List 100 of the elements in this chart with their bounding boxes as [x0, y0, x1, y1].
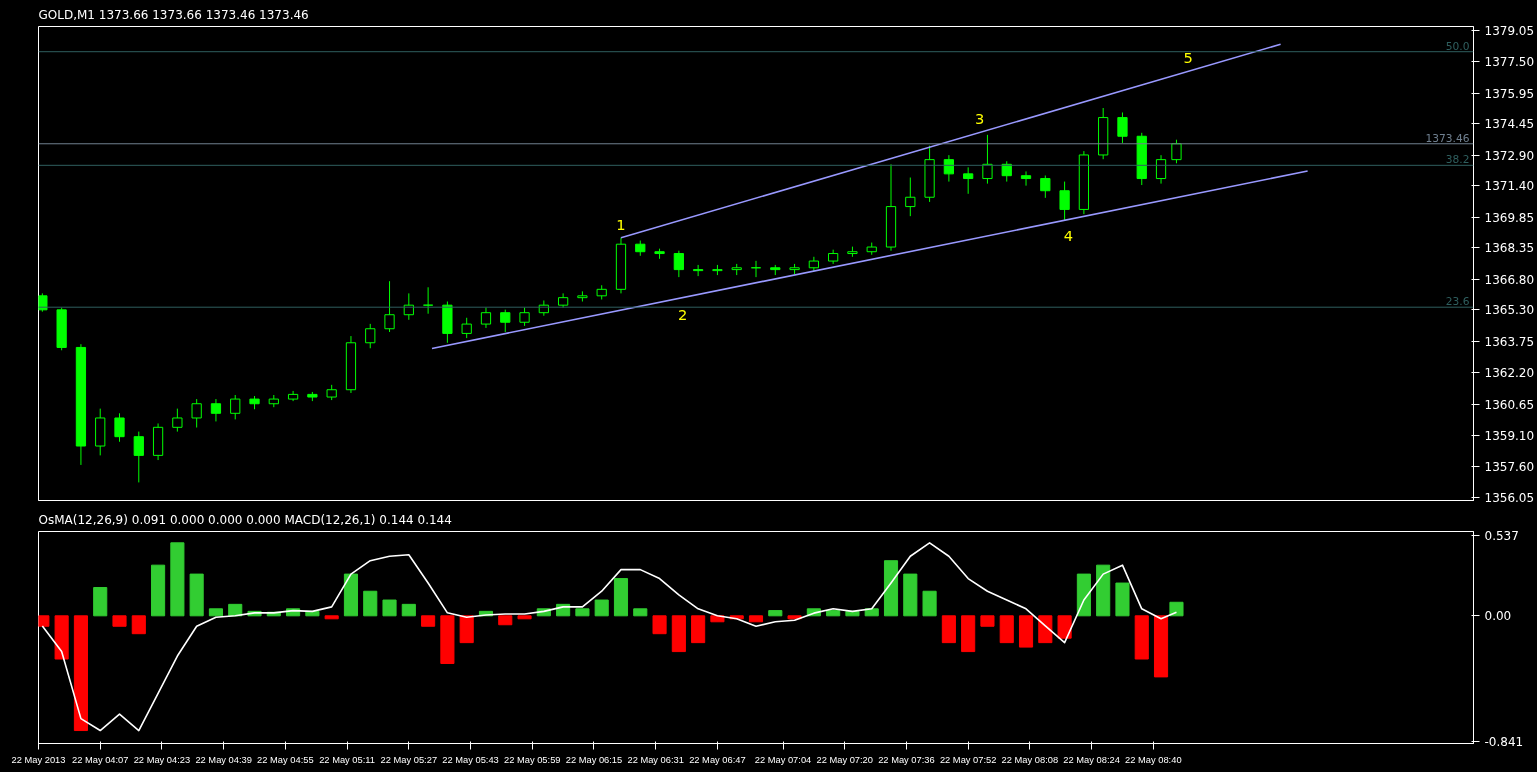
bar [594, 599, 609, 617]
bar [208, 608, 223, 617]
annotation: 2 [678, 305, 688, 323]
bar [401, 603, 416, 617]
candlestick [750, 260, 762, 278]
bar [652, 615, 667, 635]
candlestick [905, 177, 916, 217]
bar [498, 615, 513, 626]
y-tick-label: 1368.35 [1484, 241, 1535, 256]
candlestick [943, 154, 955, 183]
candlestick [519, 307, 530, 327]
line-series [41, 542, 1178, 732]
annotation: 3 [975, 110, 985, 128]
candlestick [1155, 154, 1167, 185]
y-tick-label: 1360.65 [1484, 397, 1535, 412]
bar [54, 615, 69, 660]
bar [363, 590, 378, 617]
y-tick-label: 1366.80 [1484, 272, 1535, 287]
y-tick-label: 1369.85 [1484, 210, 1535, 225]
candlestick [365, 323, 376, 349]
candlestick [500, 309, 511, 333]
candlestick [114, 412, 125, 443]
bar [170, 542, 185, 617]
candlestick [1040, 174, 1051, 199]
bar [922, 590, 937, 617]
y-tick-label: 1356.05 [1484, 491, 1535, 506]
bar [748, 615, 764, 623]
bar [941, 615, 956, 644]
candlestick [172, 408, 183, 433]
bar [883, 560, 899, 617]
bar [575, 608, 590, 617]
bar [1115, 582, 1130, 617]
y-tick-label: 1365.30 [1484, 303, 1535, 318]
bar [691, 615, 706, 644]
candlestick [693, 264, 704, 277]
bar [131, 615, 146, 635]
bar [440, 615, 455, 664]
annotation: 23.6 [1445, 295, 1470, 309]
candlestick [210, 398, 222, 422]
bar [324, 615, 339, 620]
candlestick [982, 134, 993, 185]
bar [980, 615, 995, 627]
y-tick-label: 1362.20 [1484, 366, 1535, 381]
candlestick [38, 292, 48, 313]
x-tick-label: 22 May 06:15 [565, 754, 623, 765]
bar [1134, 615, 1149, 660]
y-tick-label: -0.841 [1484, 734, 1524, 749]
candlestick [384, 280, 395, 333]
bar [151, 564, 166, 617]
x-tick-label: 22 May 04:23 [133, 754, 191, 765]
x-tick-label: 22 May 07:52 [939, 754, 997, 765]
annotation: 50.0 [1445, 39, 1470, 53]
candlestick [1020, 170, 1032, 187]
x-tick-label: 22 May 06:31 [627, 754, 684, 765]
annotation: 1 [616, 215, 626, 233]
bar [1153, 615, 1169, 678]
x-tick-label: 22 May 08:24 [1063, 754, 1120, 765]
candlestick [480, 307, 492, 329]
x-tick-label: 22 May 04:07 [71, 754, 129, 765]
bar [1038, 615, 1053, 644]
x-tick-label: 22 May 05:27 [380, 754, 438, 765]
bar [73, 615, 88, 732]
y-tick-label: 1379.05 [1484, 23, 1535, 38]
bar [1169, 601, 1184, 617]
bar [961, 615, 976, 653]
x-tick-label: 22 May 08:08 [1001, 754, 1059, 765]
bar [826, 610, 841, 617]
candlestick [230, 394, 241, 420]
candlestick [673, 250, 684, 278]
ref-line-label: 1373.46 [1425, 131, 1470, 145]
bar [999, 615, 1014, 644]
bar [903, 573, 918, 617]
bar [189, 573, 204, 617]
bar [633, 608, 648, 617]
annotation: 4 [1063, 227, 1074, 245]
y-tick-label: 0.537 [1484, 529, 1519, 544]
y-tick-label: 0.00 [1484, 609, 1512, 624]
candlestick [1059, 181, 1070, 222]
bar [613, 578, 629, 617]
candlestick [1171, 139, 1182, 164]
bar [343, 573, 359, 617]
x-tick-label: 22 May 05:59 [504, 754, 561, 765]
y-tick-label: 1375.95 [1484, 86, 1535, 101]
bar [112, 615, 127, 627]
bar [421, 615, 436, 627]
y-tick-label: 1371.40 [1484, 179, 1535, 194]
x-tick-label: 22 May 05:43 [442, 754, 499, 765]
bar [1076, 573, 1091, 617]
candlestick [963, 166, 974, 195]
x-tick-label: 22 May 06:47 [689, 754, 746, 765]
chart-title: OsMA(12,26,9) 0.091 0.000 0.000 0.000 MACD(12,26,1) 0.144 0.144 [38, 512, 452, 527]
y-tick-label: 1372.90 [1484, 148, 1535, 163]
candlestick [133, 431, 144, 483]
candlestick [1117, 111, 1128, 144]
candlestick [422, 286, 434, 315]
x-tick-label: 22 May 07:36 [878, 754, 935, 765]
bar [1057, 615, 1072, 639]
bar [768, 610, 783, 617]
bar [459, 615, 474, 644]
y-tick-label: 1363.75 [1484, 334, 1535, 349]
